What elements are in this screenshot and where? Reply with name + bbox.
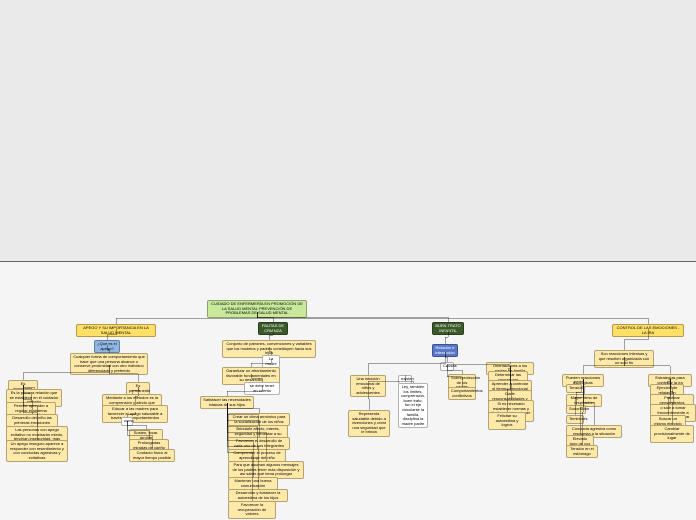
node-a10[interactable]: Un apego inseguro aparece a responder co…: [6, 440, 68, 462]
node-a12[interactable]: Educar a las madres para favorecer el ap…: [102, 405, 168, 423]
edge: [257, 318, 648, 319]
edge: [23, 373, 24, 381]
node-a1[interactable]: APEGO Y SU IMPORTANCIA EN LA SALUD MENTA…: [76, 324, 156, 337]
edge: [369, 399, 370, 411]
node-a13[interactable]: como: [121, 417, 133, 426]
edge: [368, 398, 369, 399]
node-d1[interactable]: CONTROL DE LAS EMOCIONES - LA IRA: [612, 324, 684, 337]
node-a2[interactable]: ¿Qué es el apego?: [94, 340, 120, 353]
node-d7[interactable]: Temblores: [566, 415, 584, 424]
node-c4[interactable]: Representa saludable debido a vivencione…: [348, 410, 390, 437]
node-b5[interactable]: se debe tener en cuenta: [244, 382, 280, 395]
edge: [116, 318, 257, 319]
node-d2[interactable]: Son reacciones intensas y que resulten o…: [594, 350, 654, 368]
node-b6[interactable]: Satisfacer las necesidades básicas de su…: [200, 396, 254, 409]
node-c1[interactable]: BUEN TRATO INFANTIL: [432, 322, 464, 335]
upper-blank-region: [0, 0, 696, 262]
edge: [368, 363, 445, 364]
edge: [624, 340, 625, 351]
node-c9[interactable]: Comportamientos conflictivos: [448, 387, 476, 400]
node-a16[interactable]: Contacto físico al mayor tiempo posible: [129, 449, 175, 462]
node-d4[interactable]: Tensión: [566, 384, 582, 393]
edge: [445, 337, 448, 338]
edge: [583, 366, 584, 375]
node-root[interactable]: CUIDADO DE ENFERMERÍA EN PROMOCIÓN DE LA…: [207, 300, 307, 318]
node-c2[interactable]: Relación e interacción: [432, 344, 458, 357]
node-d16[interactable]: Cambiar provisionalmente de lugar: [650, 425, 694, 443]
node-d6[interactable]: Sudoración: [566, 405, 586, 414]
node-d10[interactable]: Tensión en el estómago: [566, 445, 598, 458]
node-b1[interactable]: PAUTAS DE CRIANZA: [258, 322, 288, 335]
node-c6[interactable]: Ley, también los límites, comprensión, b…: [398, 383, 428, 428]
node-b14[interactable]: Favorecer la recuperación de valores: [228, 501, 276, 519]
edge: [584, 387, 585, 395]
node-a3[interactable]: Cualquier forma de comportamiento que ha…: [70, 353, 148, 375]
edge: [368, 364, 369, 376]
edge: [445, 337, 446, 344]
node-c3[interactable]: Una intuición emocional de niños y adole…: [350, 375, 386, 397]
node-c15[interactable]: Felicitar su autoestima y logros: [488, 412, 526, 430]
node-c7[interactable]: Causas: [440, 362, 454, 371]
mindmap-canvas[interactable]: CUIDADO DE ENFERMERÍA EN PROMOCIÓN DE LA…: [0, 262, 696, 520]
viewport: CUIDADO DE ENFERMERÍA EN PROMOCIÓN DE LA…: [0, 0, 696, 520]
edge: [624, 339, 648, 340]
edge: [670, 366, 671, 375]
